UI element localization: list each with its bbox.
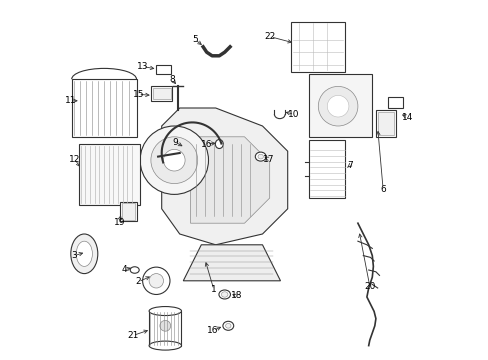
Circle shape <box>149 274 163 288</box>
Circle shape <box>326 95 348 117</box>
Text: 16: 16 <box>201 140 212 149</box>
Bar <box>79 144 140 205</box>
Ellipse shape <box>219 290 230 299</box>
Circle shape <box>318 86 357 126</box>
Text: 12: 12 <box>69 155 80 163</box>
Ellipse shape <box>221 292 227 297</box>
Text: 13: 13 <box>137 62 148 71</box>
Polygon shape <box>183 245 280 281</box>
Text: 14: 14 <box>401 112 412 122</box>
Bar <box>120 202 136 221</box>
Text: 4: 4 <box>121 266 126 275</box>
Text: 5: 5 <box>192 35 198 44</box>
Text: 15: 15 <box>132 90 144 99</box>
Bar <box>309 140 345 198</box>
Bar <box>387 97 402 108</box>
Ellipse shape <box>255 152 265 161</box>
Polygon shape <box>190 137 269 223</box>
Text: 21: 21 <box>127 331 138 340</box>
Ellipse shape <box>215 140 223 149</box>
Bar <box>152 88 170 99</box>
Text: 20: 20 <box>364 282 375 291</box>
Text: 10: 10 <box>288 110 299 119</box>
Polygon shape <box>162 108 287 245</box>
Text: 6: 6 <box>380 185 385 194</box>
Ellipse shape <box>223 321 233 330</box>
Circle shape <box>163 149 185 171</box>
Bar <box>377 112 393 135</box>
Ellipse shape <box>71 234 98 274</box>
Text: 17: 17 <box>263 155 274 163</box>
Text: 11: 11 <box>65 96 77 105</box>
Circle shape <box>151 137 197 184</box>
Ellipse shape <box>76 241 92 266</box>
Text: 16: 16 <box>207 326 219 335</box>
Ellipse shape <box>225 324 230 328</box>
Ellipse shape <box>258 154 263 159</box>
Bar <box>72 79 136 137</box>
Text: 1: 1 <box>211 285 216 294</box>
Text: 3: 3 <box>72 251 77 260</box>
Ellipse shape <box>130 267 139 273</box>
Text: 9: 9 <box>172 138 178 147</box>
Text: 2: 2 <box>135 277 141 287</box>
Text: 22: 22 <box>264 32 276 41</box>
Bar <box>156 65 170 74</box>
Circle shape <box>140 126 208 194</box>
Circle shape <box>160 320 170 331</box>
Bar <box>291 22 345 72</box>
Circle shape <box>142 267 170 294</box>
Text: 7: 7 <box>346 161 352 170</box>
Bar <box>151 86 172 101</box>
Bar <box>375 110 395 137</box>
Text: 18: 18 <box>230 292 242 300</box>
Text: 8: 8 <box>169 76 175 85</box>
Bar <box>149 311 181 346</box>
Ellipse shape <box>149 307 181 315</box>
Ellipse shape <box>149 341 181 350</box>
Text: 19: 19 <box>113 218 125 227</box>
Bar <box>309 74 371 137</box>
Bar <box>122 203 134 220</box>
